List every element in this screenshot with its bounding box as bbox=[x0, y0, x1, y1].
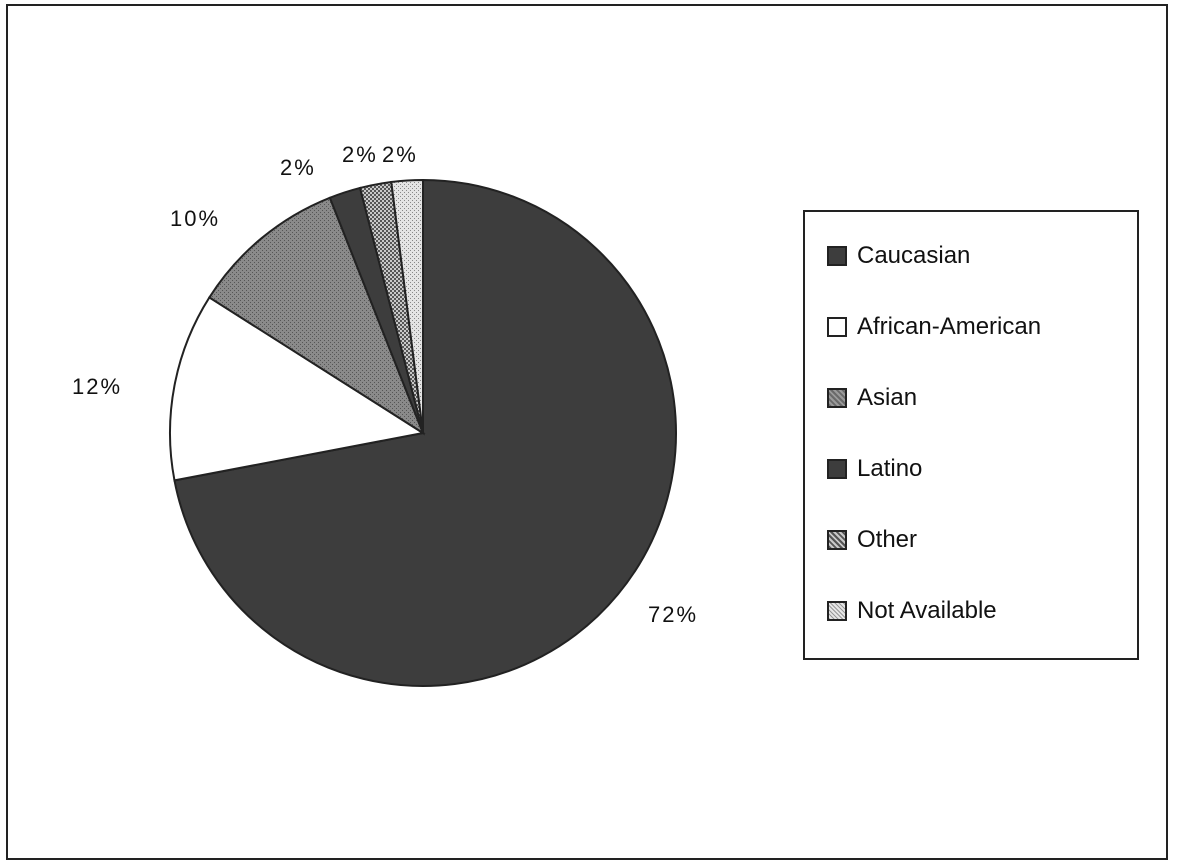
slice-label-caucasian: 72% bbox=[648, 602, 698, 627]
legend-item-not-available: Not Available bbox=[827, 591, 997, 631]
slice-label-asian: 10% bbox=[170, 206, 220, 231]
pie-slice-caucasian bbox=[173, 178, 677, 687]
pie-slice-african-american bbox=[169, 296, 426, 482]
legend-item-asian: Asian bbox=[827, 378, 917, 418]
legend-item-caucasian: Caucasian bbox=[827, 236, 970, 276]
pie-slice-not-available bbox=[390, 178, 424, 434]
legend-label-latino: Latino bbox=[857, 455, 923, 482]
legend-swatch-asian bbox=[827, 388, 847, 408]
legend-swatch-other bbox=[827, 530, 847, 550]
legend-swatch-caucasian bbox=[827, 246, 847, 266]
legend-item-latino: Latino bbox=[827, 449, 922, 489]
legend-item-other: Other bbox=[827, 520, 917, 560]
legend-swatch-latino bbox=[827, 459, 847, 479]
pie-slice-asian bbox=[208, 196, 426, 436]
legend-label-caucasian: Caucasian bbox=[857, 242, 971, 269]
slice-label-african-american: 12% bbox=[72, 374, 122, 399]
legend-label-not-available: Not Available bbox=[857, 597, 997, 624]
legend-label-african-american: African-American bbox=[857, 313, 1042, 340]
legend-swatch-not-available bbox=[827, 601, 847, 621]
slice-label-other: 2% bbox=[342, 142, 378, 167]
slice-label-latino: 2% bbox=[280, 155, 316, 180]
chart-legend: Caucasian African-American Asian Latino Othe… bbox=[803, 210, 1139, 660]
slice-label-not-available: 2% bbox=[382, 142, 418, 167]
legend-item-african-american: African-American bbox=[827, 307, 1041, 347]
legend-swatch-african-american bbox=[827, 317, 847, 337]
legend-label-asian: Asian bbox=[857, 384, 918, 411]
legend-label-other: Other bbox=[857, 526, 918, 553]
